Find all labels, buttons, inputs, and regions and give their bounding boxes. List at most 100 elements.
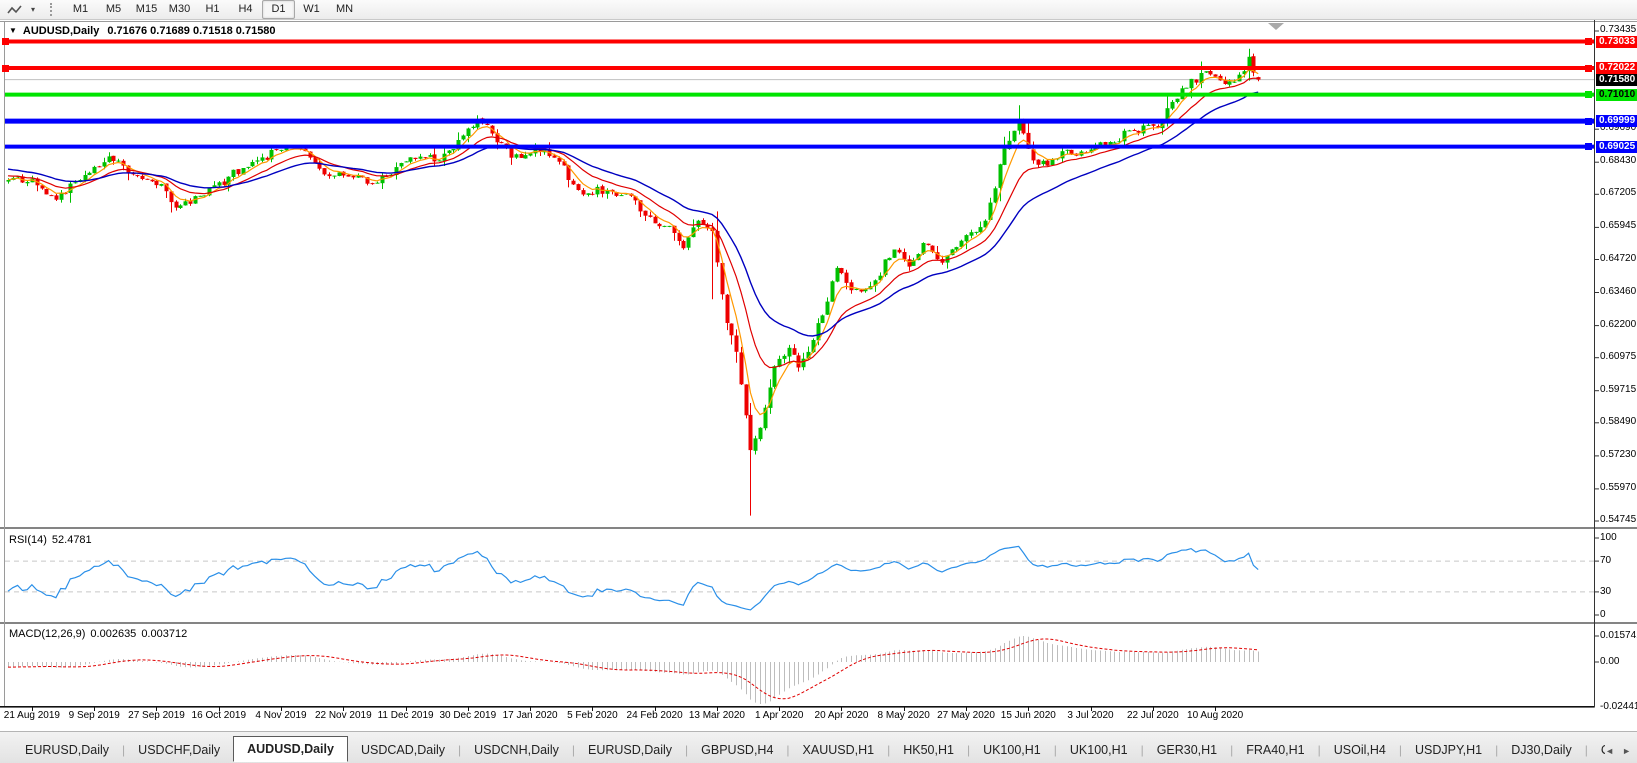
tab-separator: | <box>1140 743 1144 757</box>
toolbar-dropdown-caret-icon[interactable]: ▾ <box>30 5 35 14</box>
tab-scroll-arrows: ◄ ► <box>1605 746 1631 756</box>
tab-scroll-right-icon[interactable]: ► <box>1622 746 1631 756</box>
timeframe-H4[interactable]: H4 <box>238 3 253 15</box>
toolbar-grip[interactable] <box>50 3 56 16</box>
line-anchor-square[interactable] <box>1585 91 1592 99</box>
macd-signal-value: 0.003712 <box>141 628 188 640</box>
tab-XAUUSD-H1[interactable]: XAUUSD,H1 <box>802 743 875 757</box>
tab-separator: | <box>887 743 891 757</box>
tab-separator: | <box>1317 743 1321 757</box>
tab-FRA40-H1[interactable]: FRA40,H1 <box>1246 743 1305 757</box>
chart-header: ▼ AUDUSD,Daily 0.71676 0.71689 0.71518 0.7… <box>9 25 276 37</box>
symbol-period-label: AUDUSD,Daily <box>22 25 100 37</box>
tab-separator: | <box>1053 743 1057 757</box>
tab-separator: | <box>1584 743 1588 757</box>
tab-separator: | <box>1495 743 1499 757</box>
symbol-dropdown-icon[interactable]: ▼ <box>9 26 17 35</box>
line-anchor-square[interactable] <box>1585 64 1592 72</box>
timeframe-M1[interactable]: M1 <box>72 3 89 15</box>
date-label: 22 Jul 2020 <box>1126 710 1179 721</box>
price-axis-tick: 0.57230 <box>1600 448 1637 460</box>
date-label: 15 Jun 2020 <box>1000 710 1056 721</box>
rsi-axis-tick: 0 <box>1600 609 1606 620</box>
tab-UK100-H1[interactable]: UK100,H1 <box>1069 743 1128 757</box>
date-label: 20 Apr 2020 <box>814 710 869 721</box>
rsi-axis-tick: 30 <box>1600 585 1612 597</box>
rsi-axis-tick: 70 <box>1600 555 1612 567</box>
line-studies-icon[interactable] <box>4 2 26 18</box>
rsi-label: RSI(14) 52.4781 <box>9 534 92 546</box>
rsi-title: RSI(14) <box>9 534 47 546</box>
price-line-label[interactable]: 0.71010 <box>1596 88 1637 101</box>
tab-HK50-H1[interactable]: HK50,H1 <box>903 743 954 757</box>
price-axis-tick: 0.64720 <box>1600 252 1637 264</box>
line-anchor-square[interactable] <box>1585 38 1592 45</box>
timeframe-H1[interactable]: H1 <box>205 3 220 15</box>
price-axis-tick: 0.58490 <box>1600 415 1637 427</box>
chart-tabs-bar: EURUSD,Daily | USDCHF,Daily AUDUSD,Daily USD… <box>0 731 1637 763</box>
date-label: 5 Feb 2020 <box>567 710 618 721</box>
ohlc-values: 0.71676 0.71689 0.71518 0.71580 <box>107 25 276 37</box>
timeframe-D1[interactable]: D1 <box>262 0 295 19</box>
macd-axis-tick: -0.02441 <box>1600 701 1637 712</box>
tab-USDJPY-H1[interactable]: USDJPY,H1 <box>1414 743 1483 757</box>
price-axis-tick: 0.63460 <box>1600 285 1637 297</box>
tab-USDCNH-Daily[interactable]: USDCNH,Daily <box>474 743 559 757</box>
date-label: 21 Aug 2019 <box>3 710 60 721</box>
timeframe-W1[interactable]: W1 <box>303 3 320 15</box>
tab-CHINA300-H1[interactable]: CHINA300,H1 <box>1588 739 1605 761</box>
price-axis-tick: 0.67205 <box>1600 187 1637 199</box>
macd-axis-tick: 0.015741 <box>1600 630 1637 641</box>
date-label: 8 May 2020 <box>877 710 930 721</box>
price-line-label[interactable]: 0.69999 <box>1596 115 1637 128</box>
date-label: 11 Dec 2019 <box>377 710 434 721</box>
date-label: 30 Dec 2019 <box>439 710 497 721</box>
chart-tabs: EURUSD,Daily | USDCHF,Daily AUDUSD,Daily USD… <box>12 736 1605 763</box>
tab-AUDUSD-Daily[interactable]: AUDUSD,Daily <box>233 736 348 762</box>
tab-USDCAD-Daily[interactable]: USDCAD,Daily <box>360 743 445 757</box>
date-label: 22 Nov 2019 <box>314 710 372 721</box>
date-label: 1 Apr 2020 <box>755 710 804 721</box>
tab-USOil-H4[interactable]: USOil,H4 <box>1333 743 1386 757</box>
timeframe-MN[interactable]: MN <box>335 3 354 15</box>
date-label: 24 Feb 2020 <box>626 710 683 721</box>
macd-main-value: 0.002635 <box>90 628 137 640</box>
tab-UK100-H1[interactable]: UK100,H1 <box>983 743 1041 757</box>
tab-EURUSD-Daily[interactable]: EURUSD,Daily <box>587 743 673 757</box>
price-line-label[interactable]: 0.72022 <box>1596 62 1637 74</box>
rsi-value: 52.4781 <box>51 534 92 546</box>
price-axis-tick: 0.54745 <box>1600 514 1637 525</box>
tab-EURUSD-Daily[interactable]: EURUSD,Daily <box>25 743 110 757</box>
line-anchor-square[interactable] <box>1585 117 1592 125</box>
price-line-label[interactable]: 0.69025 <box>1596 140 1637 153</box>
price-axis-tick: 0.69690 <box>1600 122 1637 134</box>
price-axis-tick: 0.65945 <box>1600 220 1637 232</box>
tab-separator: | <box>122 743 126 757</box>
line-anchor-square[interactable] <box>2 38 9 45</box>
rsi-axis-tick: 100 <box>1600 532 1617 543</box>
tab-GBPUSD-H4[interactable]: GBPUSD,H4 <box>701 743 774 757</box>
timeframe-M15[interactable]: M15 <box>135 3 158 15</box>
tab-separator: | <box>458 743 462 757</box>
timeframe-M5[interactable]: M5 <box>105 3 122 15</box>
price-line-label[interactable]: 0.73033 <box>1596 35 1637 48</box>
date-label: 10 Aug 2020 <box>1187 710 1244 721</box>
line-anchor-square[interactable] <box>2 64 9 72</box>
line-anchor-square[interactable] <box>1585 143 1592 151</box>
date-label: 13 Mar 2020 <box>688 710 745 721</box>
tab-separator: | <box>685 743 689 757</box>
tab-separator: | <box>966 743 971 757</box>
date-label: 27 May 2020 <box>937 710 995 721</box>
price-axis-tick: 0.73435 <box>1600 24 1637 35</box>
price-axis-tick: 0.59715 <box>1600 383 1637 395</box>
timeframe-buttons: M1 M5 M15 M30 H1 H4 D1 W1 MN <box>64 0 361 19</box>
tab-scroll-left-icon[interactable]: ◄ <box>1605 746 1615 756</box>
price-axis-tick: 0.68430 <box>1600 155 1637 167</box>
tab-DJ30-Daily[interactable]: DJ30,Daily <box>1511 743 1572 757</box>
tab-GER30-H1[interactable]: GER30,H1 <box>1156 743 1218 757</box>
tab-USDCHF-Daily[interactable]: USDCHF,Daily <box>138 743 221 757</box>
price-axis-tick: 0.62200 <box>1600 318 1637 330</box>
timeframe-M30[interactable]: M30 <box>168 3 191 15</box>
